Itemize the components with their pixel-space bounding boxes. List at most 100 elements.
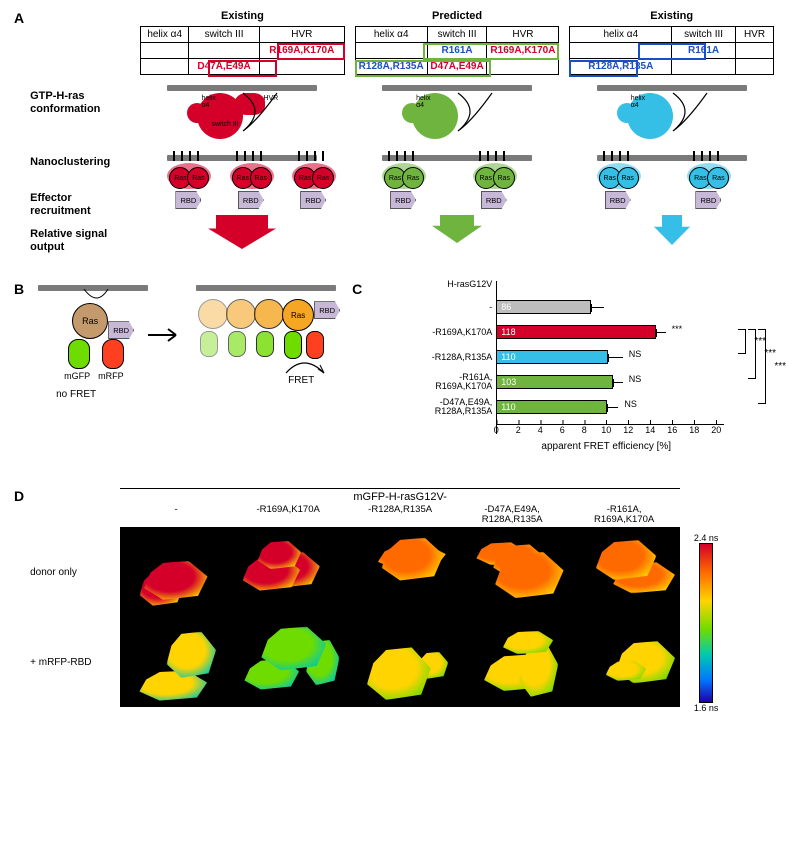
col-title: Existing bbox=[569, 10, 774, 22]
rbd-icon: RBD bbox=[314, 301, 340, 319]
bar-label: -R169A,K170A bbox=[376, 328, 496, 337]
label-nanoclustering: Nanoclustering bbox=[30, 156, 126, 186]
chart-header: H-rasG12V bbox=[376, 279, 496, 289]
no-fret-label: no FRET bbox=[56, 389, 96, 400]
conformation-diagram: helixα4 bbox=[355, 85, 560, 149]
xtick: 2 bbox=[516, 425, 521, 435]
table-header: switch III bbox=[427, 27, 487, 43]
xlabel: apparent FRET efficiency [%] bbox=[496, 441, 716, 452]
xtick: 8 bbox=[582, 425, 587, 435]
label-effector: Effector recruitment bbox=[30, 192, 126, 222]
panel-a-col: Predictedhelix α4switch IIIHVRR161AR169A… bbox=[355, 10, 560, 249]
table-cell bbox=[736, 43, 774, 59]
bracket-sig: *** bbox=[764, 348, 776, 359]
col-header: -R169A,K170A bbox=[232, 503, 344, 527]
panel-c: H-rasG12V - 86 -R169A,K170A 118 *** -R12… bbox=[376, 281, 774, 468]
mrfp-icon bbox=[102, 339, 124, 369]
xtick: 6 bbox=[560, 425, 565, 435]
table-cell: D47A,E49A bbox=[427, 59, 487, 75]
colorbar-bot: 1.6 ns bbox=[694, 703, 719, 713]
xtick: 16 bbox=[667, 425, 677, 435]
xtick: 20 bbox=[711, 425, 721, 435]
bar-label: -D47A,E49A, R128A,R135A bbox=[376, 398, 496, 417]
label-output: Relative signal output bbox=[30, 228, 126, 253]
col-header: -R128A,R135A bbox=[344, 503, 456, 527]
table-cell: D47A,E49A bbox=[189, 59, 260, 75]
table-cell bbox=[736, 59, 774, 75]
flim-image bbox=[232, 527, 344, 617]
table-cell bbox=[189, 43, 260, 59]
table-cell bbox=[141, 59, 189, 75]
flim-image bbox=[232, 617, 344, 707]
panel-d-label: D bbox=[14, 488, 24, 719]
label-conformation: GTP-H-ras conformation bbox=[30, 90, 126, 150]
flim-image bbox=[456, 617, 568, 707]
bar-label: -R128A,R135A bbox=[376, 353, 496, 362]
bar-n: 110 bbox=[501, 401, 515, 413]
flim-image bbox=[344, 617, 456, 707]
panel-c-label: C bbox=[352, 281, 362, 297]
significance: *** bbox=[672, 324, 683, 334]
bar-n: 110 bbox=[501, 351, 515, 363]
flim-image bbox=[344, 527, 456, 617]
ras-icon: Ras bbox=[72, 303, 108, 339]
panel-d-row-labels: donor only+ mRFP-RBD bbox=[30, 527, 120, 719]
output-arrow bbox=[355, 215, 560, 249]
panel-a-col: Existing helix α4switch IIIHVRR169A,K170A… bbox=[140, 10, 345, 249]
conformation-diagram: helixα4 bbox=[569, 85, 774, 149]
table-header: HVR bbox=[487, 27, 559, 43]
panel-b: Ras mGFP mRFP RBD no FRET Ras RBD FRET bbox=[38, 281, 338, 411]
table-header: helix α4 bbox=[141, 27, 189, 43]
panel-a-label: A bbox=[14, 10, 24, 259]
bar: 110 bbox=[496, 400, 607, 414]
significance: NS bbox=[629, 374, 642, 384]
table-header: switch III bbox=[189, 27, 260, 43]
table-header: HVR bbox=[736, 27, 774, 43]
table-cell: R128A,R135A bbox=[355, 59, 427, 75]
bar-n: 118 bbox=[501, 326, 515, 338]
table-cell bbox=[672, 59, 736, 75]
conformation-diagram: helixα4 switch IIIHVR bbox=[140, 85, 345, 149]
flim-image bbox=[568, 617, 680, 707]
bracket bbox=[738, 329, 746, 354]
table-cell: R169A,K170A bbox=[259, 43, 344, 59]
bar: 110 bbox=[496, 350, 608, 364]
xtick: 14 bbox=[645, 425, 655, 435]
panel-a: GTP-H-ras conformation Nanoclustering Ef… bbox=[30, 10, 774, 259]
bar-label: -R161A, R169A,K170A bbox=[376, 373, 496, 392]
mutation-table: helix α4switch IIIHVRR169A,K170AD47A,E49… bbox=[140, 26, 345, 75]
panel-d-col-headers: --R169A,K170A-R128A,R135A-D47A,E49A, R12… bbox=[120, 503, 680, 527]
flim-image bbox=[120, 617, 232, 707]
table-cell: R169A,K170A bbox=[487, 43, 559, 59]
table-cell: R161A bbox=[427, 43, 487, 59]
ras-icon: Ras bbox=[282, 299, 314, 331]
colorbar-top: 2.4 ns bbox=[694, 533, 719, 543]
nanocluster-diagram: RasRasRBDRasRasRBD bbox=[569, 155, 774, 213]
table-cell bbox=[570, 43, 672, 59]
bracket bbox=[748, 329, 756, 379]
row-label: + mRFP-RBD bbox=[30, 617, 120, 707]
fret-label: FRET bbox=[288, 375, 314, 386]
table-header: helix α4 bbox=[570, 27, 672, 43]
bracket-sig: *** bbox=[774, 361, 786, 372]
nanocluster-diagram: RasRasRBDRasRasRBD bbox=[355, 155, 560, 213]
bracket bbox=[758, 329, 766, 404]
col-header: -R161A, R169A,K170A bbox=[568, 503, 680, 527]
nanocluster-diagram: RasRasRBDRasRasRBDRasRasRBD bbox=[140, 155, 345, 213]
flim-image bbox=[120, 527, 232, 617]
xtick: 12 bbox=[623, 425, 633, 435]
bar: 103 bbox=[496, 375, 613, 389]
col-title: Existing bbox=[140, 10, 345, 22]
table-cell: R161A bbox=[672, 43, 736, 59]
table-header: switch III bbox=[672, 27, 736, 43]
table-header: helix α4 bbox=[355, 27, 427, 43]
panel-b-label: B bbox=[14, 281, 24, 297]
mgfp-icon bbox=[284, 331, 302, 359]
col-header: - bbox=[120, 503, 232, 527]
panel-d-images bbox=[120, 527, 680, 719]
bar-n: 86 bbox=[501, 301, 511, 313]
bar-n: 103 bbox=[501, 376, 516, 388]
mutation-table: helix α4switch IIIHVRR161AR128A,R135A bbox=[569, 26, 774, 75]
table-cell bbox=[487, 59, 559, 75]
table-cell bbox=[355, 43, 427, 59]
